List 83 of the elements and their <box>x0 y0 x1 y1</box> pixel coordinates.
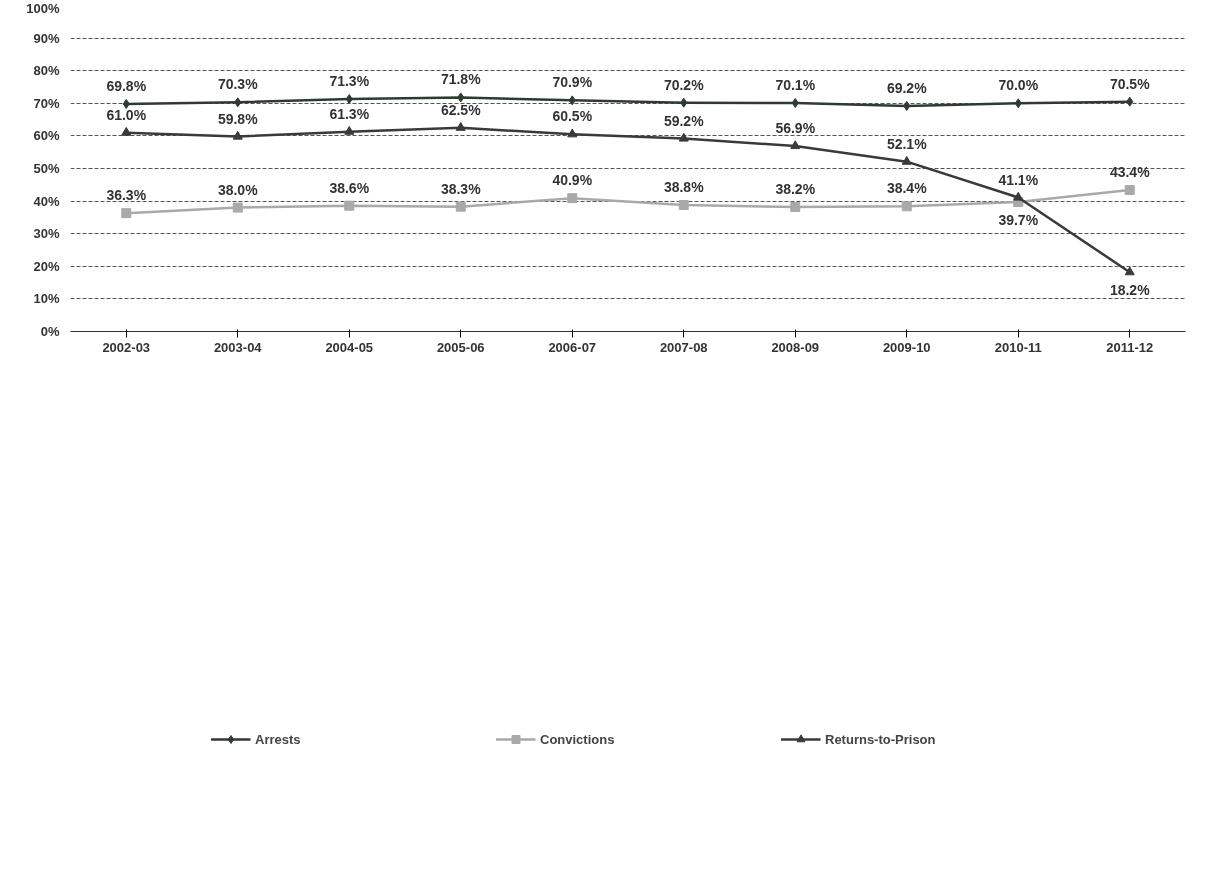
data-label: 38.6% <box>329 179 370 196</box>
data-label: 40.9% <box>552 172 593 189</box>
data-label: 71.8% <box>440 71 482 88</box>
x-tick-label: 2002-03 <box>102 339 151 355</box>
legend-label: Convictions <box>540 731 616 747</box>
x-tick-label: 2011-12 <box>1106 339 1154 355</box>
data-label: 59.8% <box>217 110 259 127</box>
x-tick-label: 2006-07 <box>548 339 597 355</box>
data-label: 70.9% <box>552 74 593 91</box>
data-label: 41.1% <box>998 171 1039 188</box>
data-label: 62.5% <box>440 101 482 118</box>
point <box>1014 98 1022 109</box>
data-label: 70.0% <box>998 77 1039 94</box>
data-label: 52.1% <box>886 135 928 152</box>
data-label: 70.2% <box>663 76 705 93</box>
point <box>678 200 689 211</box>
point <box>455 122 466 131</box>
point <box>344 125 355 135</box>
point <box>790 140 801 150</box>
data-label: 38.3% <box>440 180 482 197</box>
y-tick-label: 0% <box>40 324 60 339</box>
point <box>1013 191 1024 201</box>
data-label: 36.3% <box>106 187 147 204</box>
y-tick-label: 100% <box>26 0 60 16</box>
point <box>901 155 912 165</box>
point <box>567 193 578 204</box>
data-label: 70.3% <box>217 76 259 93</box>
data-label: 69.2% <box>886 79 928 96</box>
point <box>232 130 243 140</box>
point <box>568 95 576 106</box>
y-tick-label: 80% <box>33 63 60 79</box>
data-label: 61.0% <box>106 106 147 123</box>
data-label: 38.0% <box>217 181 259 198</box>
point <box>1124 185 1135 196</box>
y-tick-label: 40% <box>33 193 60 209</box>
x-tick-label: 2004-05 <box>325 339 374 355</box>
point <box>678 132 689 142</box>
data-label: 56.9% <box>775 120 816 137</box>
legend-label: Arrests <box>255 731 302 747</box>
y-tick-label: 90% <box>33 30 60 46</box>
data-label: 39.7% <box>998 212 1039 229</box>
data-label: 71.3% <box>329 73 370 90</box>
y-tick-label: 30% <box>33 226 60 242</box>
point <box>232 202 243 213</box>
point <box>680 97 688 108</box>
y-tick-label: 10% <box>33 291 60 307</box>
data-label: 38.4% <box>886 180 928 197</box>
x-tick-label: 2005-06 <box>436 339 485 355</box>
point <box>1126 96 1134 107</box>
point <box>121 126 132 136</box>
x-tick-label: 2003-04 <box>213 339 263 355</box>
x-tick-label: 2007-08 <box>659 339 708 355</box>
point <box>903 100 911 111</box>
data-label: 38.8% <box>663 179 705 196</box>
x-tick-label: 2008-09 <box>771 339 820 355</box>
point <box>790 201 801 212</box>
y-tick-label: 50% <box>33 161 60 176</box>
point <box>901 201 912 212</box>
data-label: 38.2% <box>775 180 816 197</box>
x-tick-label: 2010-11 <box>994 339 1042 355</box>
data-label: 18.2% <box>1109 282 1151 299</box>
point <box>234 97 242 108</box>
data-label: 43.4% <box>1109 164 1151 181</box>
data-label: 60.5% <box>552 108 593 125</box>
point <box>1124 266 1135 276</box>
data-label: 70.1% <box>775 76 816 93</box>
y-tick-label: 60% <box>33 128 60 144</box>
point <box>791 97 799 108</box>
point <box>567 128 578 138</box>
data-label: 61.3% <box>329 105 370 122</box>
point <box>344 200 355 211</box>
point <box>457 92 465 103</box>
y-tick-label: 20% <box>33 258 60 274</box>
legend-label: Returns-to-Prison <box>825 731 937 747</box>
data-label: 69.8% <box>106 77 147 94</box>
point <box>122 98 130 109</box>
point <box>121 208 132 219</box>
x-tick-label: 2009-10 <box>882 339 931 355</box>
data-label: 70.5% <box>1109 75 1151 92</box>
point <box>455 201 466 212</box>
data-label: 59.2% <box>663 112 705 129</box>
y-tick-label: 70% <box>33 95 60 111</box>
point <box>345 94 353 105</box>
